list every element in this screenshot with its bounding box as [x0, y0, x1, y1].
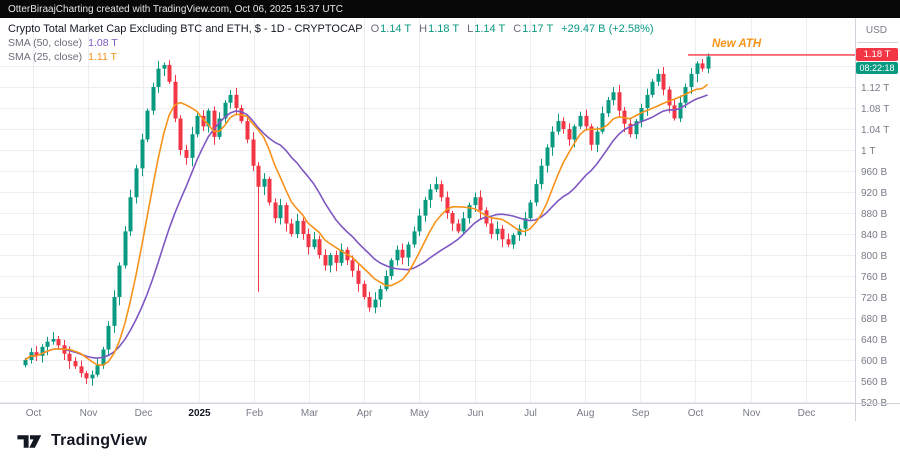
sma50-legend-row[interactable]: SMA (50, close) 1.08 T	[8, 37, 654, 49]
tradingview-logo-icon	[17, 434, 42, 448]
ohlc-high: H 1.18 T	[419, 23, 459, 35]
change-value: +29.47 B (+2.58%)	[561, 23, 654, 35]
ohlc-low: L 1.14 T	[467, 23, 505, 35]
ohlc-open: O 1.14 T	[371, 23, 412, 35]
ohlc-c-label: C	[513, 23, 522, 35]
footer-bar: TradingView	[0, 421, 900, 461]
price-scale-currency-label: USD	[865, 25, 887, 36]
ath-price-badge: 1.18 T	[856, 48, 898, 61]
chart-area: Crypto Total Market Cap Excluding BTC an…	[0, 18, 900, 421]
new-ath-annotation[interactable]: New ATH	[712, 38, 762, 50]
sma50-label: SMA (50, close)	[8, 37, 83, 49]
sma25-label: SMA (25, close)	[8, 51, 83, 63]
tradingview-logo-link[interactable]: TradingView	[16, 432, 147, 450]
ohlc-h-label: H	[419, 23, 428, 35]
symbol-title: Crypto Total Market Cap Excluding BTC an…	[8, 23, 363, 35]
watermark-bar: OtterBiraajCharting created with Trading…	[0, 0, 900, 18]
ohlc-close: C 1.17 T	[513, 23, 553, 35]
bar-countdown-badge: 08:22:18	[856, 62, 898, 74]
ohlc-o-label: O	[370, 23, 380, 35]
ohlc-l-value: 1.14 T	[474, 23, 506, 35]
sma25-legend-row[interactable]: SMA (25, close) 1.11 T	[8, 51, 654, 63]
candlestick-chart-canvas[interactable]	[0, 18, 900, 421]
watermark-text: OtterBiraajCharting created with Trading…	[8, 3, 343, 15]
tradingview-brand-text: TradingView	[51, 432, 148, 449]
symbol-legend-row[interactable]: Crypto Total Market Cap Excluding BTC an…	[8, 23, 654, 35]
ohlc-h-value: 1.18 T	[428, 23, 460, 35]
chart-legend: Crypto Total Market Cap Excluding BTC an…	[8, 23, 654, 63]
sma50-value: 1.08 T	[88, 37, 118, 49]
ohlc-c-value: 1.17 T	[522, 23, 554, 35]
sma25-value: 1.11 T	[88, 51, 117, 63]
ohlc-l-label: L	[467, 23, 474, 35]
ohlc-o-value: 1.14 T	[380, 23, 412, 35]
